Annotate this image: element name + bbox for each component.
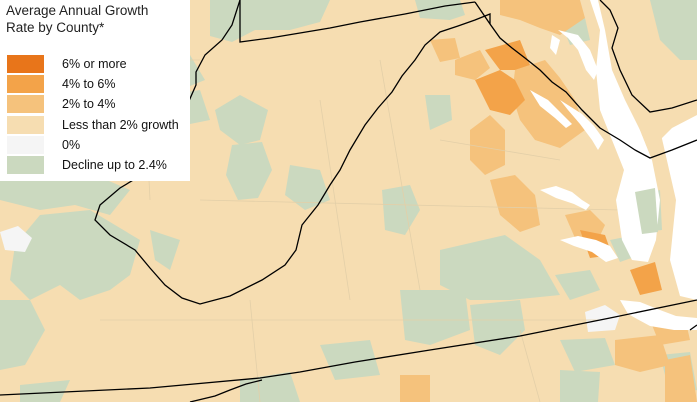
legend-label-less-than-2: Less than 2% growth [62,118,179,132]
legend-swatch-decline [7,156,44,174]
legend-swatch-4-to-6 [7,75,44,93]
legend-label-zero: 0% [62,138,81,152]
legend-swatch-zero [7,136,44,154]
legend: Average Annual Growth Rate by County* 6%… [0,0,190,181]
legend-title: Average Annual Growth Rate by County* [6,2,186,36]
legend-title-line-2: Rate by County* [6,20,105,35]
legend-label-4-to-6: 4% to 6% [62,77,116,91]
legend-label-decline: Decline up to 2.4% [62,158,167,172]
legend-label-6-or-more: 6% or more [62,57,127,71]
legend-swatch-2-to-4 [7,95,44,113]
zero-growth-counties [0,226,620,332]
legend-swatch-less-than-2 [7,116,44,134]
legend-swatch-6-or-more [7,55,44,73]
eastern-shore-decline [635,0,697,234]
legend-label-2-to-4: 2% to 4% [62,97,116,111]
legend-title-line-1: Average Annual Growth [6,3,149,18]
